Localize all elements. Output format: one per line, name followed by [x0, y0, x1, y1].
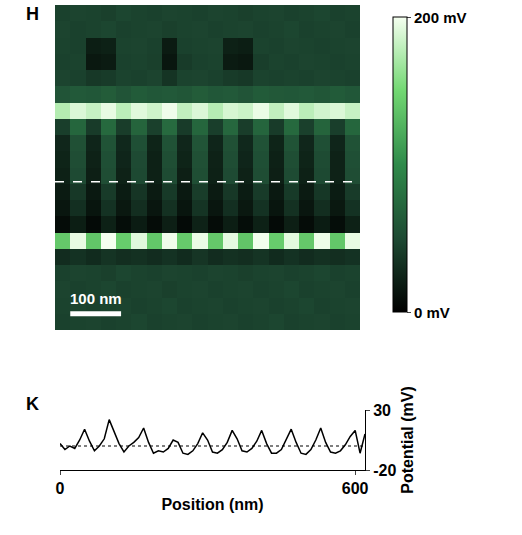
svg-text:600: 600	[342, 480, 369, 497]
svg-text:200 mV: 200 mV	[414, 9, 467, 26]
svg-text:H: H	[26, 4, 39, 24]
svg-text:30: 30	[373, 402, 391, 419]
svg-text:0 mV: 0 mV	[414, 304, 450, 321]
svg-text:Potential (mV): Potential (mV)	[399, 386, 416, 494]
svg-text:Position (nm): Position (nm)	[161, 496, 263, 513]
svg-text:0: 0	[56, 480, 65, 497]
svg-text:K: K	[26, 394, 39, 414]
svg-text:-20: -20	[373, 462, 396, 479]
svg-text:100 nm: 100 nm	[70, 290, 122, 307]
